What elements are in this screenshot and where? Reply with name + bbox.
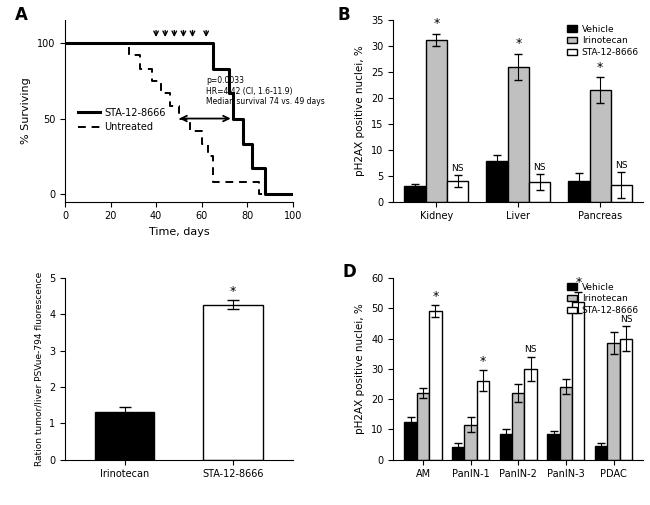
Untreated — [175, 104, 183, 110]
Text: *: * — [597, 61, 603, 74]
Text: NS: NS — [615, 161, 628, 170]
Untreated — [205, 154, 213, 160]
Text: *: * — [575, 276, 581, 289]
Y-axis label: pH2AX positive nuclei, %: pH2AX positive nuclei, % — [356, 45, 365, 176]
Text: A: A — [15, 6, 28, 24]
Untreated — [157, 78, 164, 84]
Bar — [529, 182, 550, 202]
Text: D: D — [343, 264, 357, 281]
Untreated — [148, 78, 155, 84]
Bar — [560, 387, 572, 460]
Bar — [525, 369, 537, 460]
Bar — [426, 40, 447, 202]
Line: STA-12-8666: STA-12-8666 — [65, 43, 292, 194]
Y-axis label: pH2AX positive nuclei, %: pH2AX positive nuclei, % — [356, 304, 365, 434]
Bar — [429, 311, 441, 460]
Bar — [500, 434, 512, 460]
Legend: Vehicle, Irinotecan, STA-12-8666: Vehicle, Irinotecan, STA-12-8666 — [567, 282, 639, 315]
Untreated — [289, 191, 296, 197]
Untreated — [198, 128, 205, 134]
Untreated — [136, 52, 144, 58]
Untreated — [125, 40, 133, 46]
Legend: Vehicle, Irinotecan, STA-12-8666: Vehicle, Irinotecan, STA-12-8666 — [567, 25, 639, 57]
STA-12-8666 — [261, 166, 269, 172]
Bar — [568, 181, 590, 202]
STA-12-8666 — [239, 116, 246, 122]
Bar — [508, 67, 529, 202]
STA-12-8666 — [209, 66, 217, 72]
Untreated — [255, 191, 263, 197]
STA-12-8666 — [289, 191, 296, 197]
Bar — [595, 446, 607, 460]
Legend: STA-12-8666, Untreated: STA-12-8666, Untreated — [74, 104, 170, 136]
Untreated — [255, 179, 263, 185]
Text: p=0.0033
HR=4.42 (CI, 1.6-11.9)
Median survival 74 vs. 49 days: p=0.0033 HR=4.42 (CI, 1.6-11.9) Median s… — [206, 76, 325, 106]
Bar — [417, 393, 429, 460]
Bar — [547, 434, 560, 460]
Bar — [572, 302, 584, 460]
STA-12-8666 — [225, 66, 233, 72]
STA-12-8666 — [239, 141, 246, 147]
Untreated — [187, 128, 194, 134]
Untreated — [136, 66, 144, 72]
Bar — [611, 185, 632, 202]
Text: *: * — [230, 285, 236, 298]
Y-axis label: % Surviving: % Surviving — [21, 78, 31, 144]
STA-12-8666 — [229, 116, 237, 122]
Bar — [447, 181, 469, 202]
Text: *: * — [434, 17, 439, 30]
Untreated — [148, 66, 155, 72]
STA-12-8666 — [229, 90, 237, 96]
Text: NS: NS — [619, 315, 632, 324]
Text: NS: NS — [452, 164, 464, 173]
Untreated — [166, 90, 174, 96]
Untreated — [166, 104, 174, 110]
STA-12-8666 — [225, 90, 233, 96]
Bar — [486, 161, 508, 202]
Y-axis label: Ration tumor/liver PSVue-794 fluorescence: Ration tumor/liver PSVue-794 fluorescenc… — [34, 272, 44, 466]
Untreated — [187, 116, 194, 122]
STA-12-8666 — [248, 141, 255, 147]
Untreated — [205, 141, 213, 147]
Bar — [607, 343, 619, 460]
Untreated — [61, 40, 69, 46]
Text: *: * — [480, 355, 486, 368]
Bar — [619, 338, 632, 460]
Text: B: B — [338, 6, 350, 24]
Bar — [203, 305, 263, 460]
Text: NS: NS — [525, 345, 537, 354]
STA-12-8666 — [209, 40, 217, 46]
STA-12-8666 — [248, 166, 255, 172]
Bar — [452, 447, 465, 460]
Untreated — [157, 90, 164, 96]
Bar — [404, 422, 417, 460]
Text: NS: NS — [534, 163, 546, 172]
STA-12-8666 — [61, 40, 69, 46]
Untreated — [209, 154, 217, 160]
Bar — [95, 413, 155, 460]
Untreated — [125, 52, 133, 58]
Bar — [512, 393, 525, 460]
Untreated — [175, 116, 183, 122]
Bar — [477, 381, 489, 460]
Untreated — [209, 179, 217, 185]
Text: *: * — [515, 37, 521, 50]
X-axis label: Time, days: Time, days — [148, 227, 209, 237]
Bar — [590, 90, 611, 202]
STA-12-8666 — [261, 191, 269, 197]
Text: *: * — [432, 290, 439, 303]
Bar — [465, 425, 477, 460]
Untreated — [198, 141, 205, 147]
Line: Untreated: Untreated — [65, 43, 292, 194]
Bar — [404, 186, 426, 202]
